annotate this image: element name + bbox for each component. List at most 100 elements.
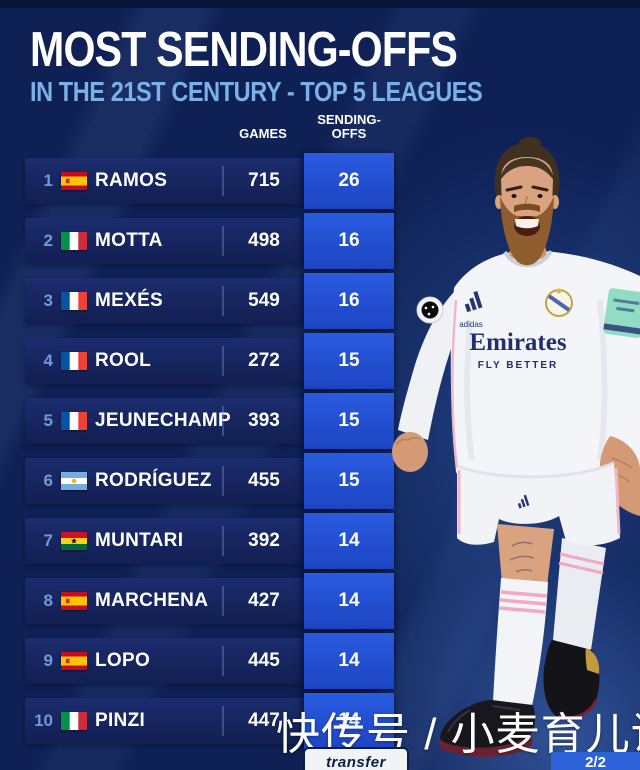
real-madrid-crest-icon <box>545 288 573 317</box>
column-divider <box>222 466 224 496</box>
player-head <box>494 137 560 266</box>
top-edge-bar <box>0 0 640 8</box>
italy-flag <box>61 232 87 250</box>
column-divider <box>222 406 224 436</box>
ucl-starball-icon <box>416 296 444 324</box>
sending-offs-value: 14 <box>338 650 360 671</box>
sending-offs-box: 15 <box>304 453 394 509</box>
table-row: 5 JEUNECHAMP 393 15 <box>25 393 394 449</box>
rank-label: 5 <box>43 411 53 430</box>
column-divider <box>222 226 224 256</box>
france-flag <box>61 292 87 310</box>
france-flag <box>61 352 87 370</box>
sending-offs-box: 14 <box>304 633 394 689</box>
games-value: 393 <box>248 410 280 431</box>
table-row: 4 ROOL 272 15 <box>25 333 394 389</box>
jersey-tagline-text: FLY BETTER <box>478 360 559 371</box>
page-title: MOST SENDING-OFFS <box>30 23 458 77</box>
sending-offs-value: 15 <box>338 410 360 431</box>
sending-offs-value: 16 <box>338 290 360 311</box>
column-divider <box>222 286 224 316</box>
sending-offs-value: 14 <box>338 710 360 731</box>
adidas-logo-icon: adidas <box>459 291 483 329</box>
rank-label: 6 <box>43 471 53 490</box>
player-name: MUNTARI <box>95 530 184 551</box>
column-divider <box>222 706 224 736</box>
games-value: 447 <box>248 710 280 731</box>
page-indicator-badge: 2/2 <box>551 752 640 770</box>
jersey-sponsor-text: Emirates <box>469 329 566 356</box>
table-row: 8 MARCHENA 427 14 <box>25 573 394 629</box>
sending-offs-value: 16 <box>338 230 360 251</box>
games-value: 445 <box>248 650 280 671</box>
table-row: 9 LOPO 445 14 <box>25 633 394 689</box>
rank-label: 4 <box>43 351 53 370</box>
rank-label: 2 <box>43 231 53 250</box>
sending-offs-box: 14 <box>304 573 394 629</box>
sending-offs-value: 15 <box>338 350 360 371</box>
column-divider <box>222 166 224 196</box>
transfer-logo: transfer <box>303 747 409 770</box>
italy-flag <box>61 712 87 730</box>
ranking-table: 1 RAMOS 715 26 2 MOTTA 498 16 3 MEXÉS 54 <box>25 153 394 758</box>
rank-label: 3 <box>43 291 53 310</box>
column-header-sending-offs-line1: SENDING- <box>317 112 381 127</box>
player-name: ROOL <box>95 350 152 371</box>
ghana-flag <box>61 532 87 550</box>
table-row: 1 RAMOS 715 26 <box>25 153 394 209</box>
games-value: 392 <box>248 530 280 551</box>
column-divider <box>222 346 224 376</box>
rank-label: 1 <box>43 171 53 190</box>
column-divider <box>222 526 224 556</box>
column-header-games: GAMES <box>239 126 287 141</box>
table-row: 10 PINZI 447 14 <box>25 693 394 749</box>
games-value: 272 <box>248 350 280 371</box>
games-value: 549 <box>248 290 280 311</box>
svg-text:adidas: adidas <box>459 320 483 329</box>
argentina-flag <box>61 472 87 490</box>
sending-offs-value: 14 <box>338 590 360 611</box>
table-row: 2 MOTTA 498 16 <box>25 213 394 269</box>
player-name: MEXÉS <box>95 290 164 311</box>
captain-armband <box>603 288 640 339</box>
sending-offs-value: 26 <box>338 170 360 191</box>
games-value: 498 <box>248 230 280 251</box>
column-header-sending-offs-line2: OFFS <box>331 126 367 141</box>
sending-offs-value: 14 <box>338 530 360 551</box>
sending-offs-box: 16 <box>304 213 394 269</box>
sending-offs-box: 16 <box>304 273 394 329</box>
player-name: JEUNECHAMP <box>95 410 232 431</box>
player-name: MOTTA <box>95 230 163 251</box>
player-name: LOPO <box>95 650 151 671</box>
player-name: PINZI <box>95 710 146 731</box>
player-name: RAMOS <box>95 170 168 191</box>
sending-offs-box: 14 <box>304 693 394 749</box>
games-value: 455 <box>248 470 280 491</box>
table-row: 6 RODRÍGUEZ 455 15 <box>25 453 394 509</box>
rank-label: 9 <box>43 651 53 670</box>
sending-offs-value: 15 <box>338 470 360 491</box>
player-fist <box>392 432 428 472</box>
spain-flag <box>61 592 87 610</box>
sending-offs-box: 15 <box>304 393 394 449</box>
sending-offs-box: 14 <box>304 513 394 569</box>
rank-label: 8 <box>43 591 53 610</box>
rank-label: 10 <box>34 711 53 730</box>
player-name: RODRÍGUEZ <box>95 470 212 491</box>
sending-offs-box: 15 <box>304 333 394 389</box>
sending-offs-box: 26 <box>304 153 394 209</box>
games-value: 715 <box>248 170 280 191</box>
player-name: MARCHENA <box>95 590 209 611</box>
table-row: 3 MEXÉS 549 16 <box>25 273 394 329</box>
column-header-sending-offs: SENDING- OFFS <box>304 113 394 141</box>
column-divider <box>222 586 224 616</box>
page-subtitle: IN THE 21ST CENTURY - TOP 5 LEAGUES <box>30 76 483 107</box>
table-row: 7 MUNTARI 392 14 <box>25 513 394 569</box>
column-divider <box>222 646 224 676</box>
spain-flag <box>61 652 87 670</box>
france-flag <box>61 412 87 430</box>
games-value: 427 <box>248 590 280 611</box>
spain-flag <box>61 172 87 190</box>
rank-label: 7 <box>43 531 53 550</box>
